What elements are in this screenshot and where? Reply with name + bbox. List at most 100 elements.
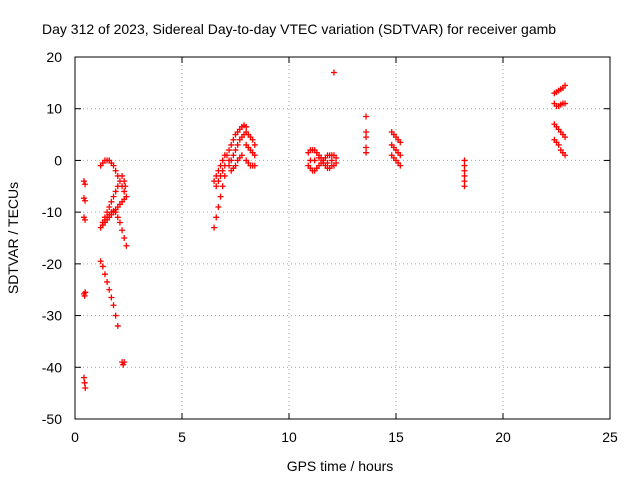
series-arc-a2: [80, 289, 89, 299]
data-point: [219, 167, 226, 174]
chart-title: Day 312 of 2023, Sidereal Day-to-day VTE…: [42, 21, 556, 37]
series-arc-c4: [223, 122, 250, 159]
data-point: [116, 219, 123, 226]
data-point: [363, 144, 370, 151]
data-point: [251, 152, 258, 159]
x-tick-label: 5: [178, 429, 186, 445]
data-point: [82, 197, 89, 204]
series-arc-e1: [363, 113, 370, 156]
data-point: [219, 183, 226, 190]
y-tick-label: -50: [42, 411, 62, 427]
data-point: [123, 242, 130, 249]
data-point: [211, 224, 218, 231]
data-point: [333, 160, 340, 167]
data-point: [82, 289, 89, 296]
data-point: [223, 152, 230, 159]
data-point: [80, 178, 87, 185]
y-tick-label: 10: [46, 101, 62, 117]
data-point: [363, 128, 370, 135]
series-arc-c9: [243, 157, 258, 169]
series-arc-f1: [461, 157, 468, 190]
data-point: [234, 141, 241, 148]
series-arc-c6: [228, 152, 245, 174]
series-arc-c1: [211, 172, 228, 231]
data-point: [112, 167, 119, 174]
x-tick-label: 20: [495, 429, 511, 445]
data-point: [110, 302, 117, 309]
series-arc-d3: [307, 154, 335, 167]
data-point: [215, 203, 222, 210]
y-tick-label: -10: [42, 204, 62, 220]
data-point: [112, 188, 119, 195]
series-arc-c7: [243, 128, 258, 148]
data-point: [215, 178, 222, 185]
data-point: [228, 157, 235, 164]
data-point: [217, 172, 224, 179]
series-arc-c5: [226, 131, 248, 169]
data-point: [217, 193, 224, 200]
data-point: [82, 181, 89, 188]
data-point: [121, 359, 128, 366]
x-tick-label: 25: [602, 429, 618, 445]
series-arc-e2: [388, 128, 404, 146]
y-tick-label: -20: [42, 256, 62, 272]
data-point: [108, 294, 115, 301]
data-point: [461, 172, 468, 179]
series-arc-g1: [551, 82, 569, 97]
data-point: [461, 178, 468, 185]
y-tick-label: 20: [46, 49, 62, 65]
data-point: [330, 69, 337, 76]
series-arc-b6: [119, 359, 128, 368]
data-point: [226, 162, 233, 169]
data-point: [249, 136, 256, 143]
data-point: [108, 198, 115, 205]
data-point: [562, 134, 569, 141]
data-point: [363, 113, 370, 120]
data-point: [461, 167, 468, 174]
data-point: [320, 157, 327, 164]
data-point: [397, 139, 404, 146]
data-point: [243, 123, 250, 130]
data-point: [397, 162, 404, 169]
data-point: [328, 157, 335, 164]
data-points: [80, 69, 569, 391]
data-point: [119, 172, 126, 179]
data-point: [81, 379, 88, 386]
series-arc-a3: [80, 214, 89, 223]
series-arc-e3: [388, 141, 404, 159]
plot-frame: [74, 56, 611, 420]
series-arc-b7: [119, 172, 129, 190]
data-point: [555, 141, 562, 148]
x-tick-label: 0: [71, 429, 79, 445]
data-point: [363, 149, 370, 156]
data-point: [80, 374, 87, 381]
data-point: [219, 157, 226, 164]
series-arc-a5: [80, 178, 89, 188]
series-arc-g3: [551, 121, 569, 141]
data-point: [311, 157, 318, 164]
data-point: [106, 286, 113, 293]
data-point: [121, 235, 128, 241]
data-point: [238, 152, 245, 159]
data-point: [251, 162, 258, 169]
series-arc-b5: [99, 208, 130, 249]
data-point: [112, 312, 119, 319]
data-point: [461, 162, 468, 169]
data-point: [315, 154, 322, 161]
series-arc-b1: [97, 258, 121, 329]
data-point: [112, 209, 119, 216]
data-point: [110, 193, 117, 200]
data-point: [82, 384, 89, 391]
data-point: [123, 193, 130, 200]
grid: [75, 57, 610, 419]
y-tick-label: -30: [42, 308, 62, 324]
data-point: [363, 134, 370, 141]
data-point: [562, 100, 569, 107]
data-point: [226, 147, 233, 154]
series-arc-c8: [243, 141, 258, 159]
data-point: [251, 141, 258, 148]
data-point: [119, 227, 126, 234]
data-point: [121, 188, 128, 195]
data-point: [82, 216, 89, 223]
